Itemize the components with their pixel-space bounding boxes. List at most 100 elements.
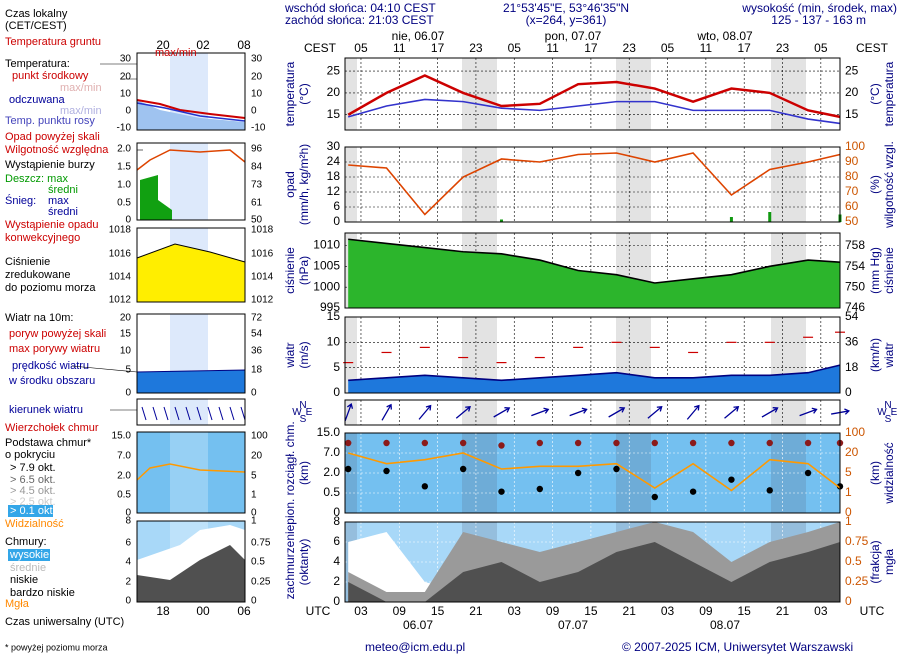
panel-frame xyxy=(344,316,841,394)
mini-wind xyxy=(136,369,246,394)
x-tick-label: 21 xyxy=(776,604,790,618)
point xyxy=(766,487,773,494)
legend-text: niskie xyxy=(10,574,38,586)
compass-letter: S xyxy=(885,414,892,425)
x-tick-label: 11 xyxy=(700,41,713,55)
y2-tick-label: 60 xyxy=(845,199,859,213)
panel-bg xyxy=(345,58,840,130)
mini-tick-right: 0.5 xyxy=(251,557,265,568)
series-line xyxy=(348,364,841,382)
mini-visibility xyxy=(136,463,246,481)
legend-highlight xyxy=(8,505,53,517)
y-tick-label: 5 xyxy=(333,360,340,374)
mini-tick-left: 0 xyxy=(125,508,131,519)
email[interactable]: meteo@icm.edu.pl xyxy=(365,640,465,654)
y-tick-label: 15 xyxy=(327,309,341,323)
mini-tick-left: 0 xyxy=(125,215,131,226)
y-tick-label: 0.5 xyxy=(323,485,340,499)
legend-text: > 0.1 okt. xyxy=(10,505,56,517)
mini-tick-right: 30 xyxy=(251,54,263,65)
mini-tick-left: 1018 xyxy=(109,225,132,236)
wind-arrow xyxy=(493,407,511,418)
mini-tick-left: 30 xyxy=(120,54,132,65)
mini-tick-right: 0.75 xyxy=(251,538,271,549)
y-tick-label: 6 xyxy=(333,534,340,548)
bottom-unit: UTC xyxy=(860,604,885,618)
series-line xyxy=(347,452,841,492)
mini-panel-frame xyxy=(136,313,246,394)
y2-axis-label: (km) xyxy=(868,461,882,485)
y-tick-label: 10 xyxy=(327,335,341,349)
compass-letter: W xyxy=(877,407,887,418)
panel-frame xyxy=(344,232,841,309)
y2-tick-label: 80 xyxy=(845,169,859,183)
night-band xyxy=(616,400,651,425)
compass-letter: E xyxy=(306,407,313,418)
x-tick-label: 11 xyxy=(393,41,406,55)
mini-arrow xyxy=(196,406,202,421)
y2-tick-label: 18 xyxy=(845,360,859,374)
x-tick-label: 23 xyxy=(469,41,483,55)
mini-tick-right: 20 xyxy=(251,451,263,462)
y-axis-label: zachmurzenie xyxy=(283,524,297,599)
mini-tick-left: -10 xyxy=(117,123,132,134)
point xyxy=(766,439,773,447)
night-band xyxy=(616,58,651,130)
point xyxy=(689,439,697,447)
legend-text: bardzo niskie xyxy=(10,587,75,599)
mini-time-top: 20 xyxy=(156,38,170,52)
wind-arrow xyxy=(799,407,818,417)
panel-frame xyxy=(344,146,841,223)
x-tick-label: 05 xyxy=(508,41,522,55)
mini-tick-left: 15 xyxy=(120,329,132,340)
mini-time-bottom: 06 xyxy=(237,604,251,618)
x-tick-label: 11 xyxy=(546,41,559,55)
legend-text: prędkość wiatru xyxy=(12,360,89,372)
mini-tick-right: 1012 xyxy=(251,295,274,306)
y2-tick-label: 15 xyxy=(845,107,859,121)
y2-tick-label: 90 xyxy=(845,154,859,168)
point xyxy=(459,439,467,447)
point xyxy=(613,465,620,473)
mini-tick-left: 2 xyxy=(125,577,131,588)
panel-frame xyxy=(344,57,841,131)
y-tick-label: 15.0 xyxy=(317,425,341,439)
mini-tick-right: 1018 xyxy=(251,225,274,236)
panel-bg xyxy=(345,147,840,222)
sunset: zachód słońca: 21:03 CEST xyxy=(285,13,434,27)
legend-leader xyxy=(71,365,138,373)
legend-text: (CET/CEST) xyxy=(5,20,67,32)
mini-tick-left: 15.0 xyxy=(112,431,132,442)
date-label: pon, 07.07 xyxy=(545,29,602,43)
panel-frame xyxy=(344,399,841,426)
mini-tick-left: 1016 xyxy=(109,249,132,260)
y2-axis-label: wiatr xyxy=(882,342,896,368)
y2-axis-label: (%) xyxy=(868,175,882,194)
coordinates: 21°53'45"E, 53°46'35"N xyxy=(503,1,629,15)
mini-tick-left: 10 xyxy=(120,346,132,357)
y-tick-label: 8 xyxy=(333,514,340,528)
legend-text: Deszcz: max xyxy=(5,173,68,185)
y-axis-label: wiatr xyxy=(283,342,297,368)
x-tick-label: 03 xyxy=(814,604,828,618)
y-tick-label: 30 xyxy=(327,139,341,153)
x-tick-label: 09 xyxy=(699,604,713,618)
y-tick-label: 0 xyxy=(333,385,340,399)
mini-tick-left: 10 xyxy=(120,89,132,100)
y2-tick-label: 100 xyxy=(845,425,865,439)
legend-text: Wilgotność względna xyxy=(5,144,109,156)
y-axis-label: (m/s) xyxy=(297,341,311,368)
y-tick-label: 1000 xyxy=(313,279,340,293)
x-tick-label: 17 xyxy=(738,41,752,55)
mini-tick-left: 4 xyxy=(125,557,131,568)
legend-text: max porywy wiatru xyxy=(9,343,100,355)
mini-day-band xyxy=(170,143,208,220)
mini-tick-left: 2.0 xyxy=(117,144,131,155)
bar xyxy=(729,217,733,222)
series-line xyxy=(347,98,841,125)
legend-text: Temperatura: xyxy=(5,58,70,70)
mini-tick-right: 84 xyxy=(251,162,263,173)
legend-text: Ciśnienie xyxy=(5,256,50,268)
legend-text: max/min xyxy=(60,82,102,94)
